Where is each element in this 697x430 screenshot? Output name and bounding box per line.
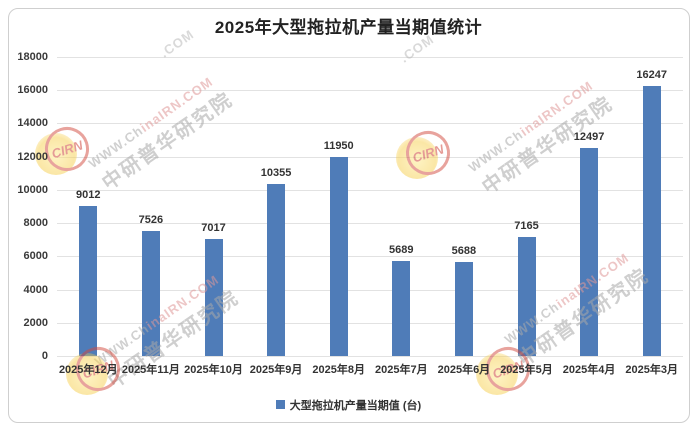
gridline [57,123,683,125]
bar-2025年4月 [580,148,599,356]
x-tick-label: 2025年11月 [121,364,180,376]
bar-2025年3月 [642,86,661,356]
bar-2025年10月 [204,239,223,356]
gridline [57,189,683,191]
y-tick-label: 0 [41,350,48,362]
gridline [57,90,683,92]
x-tick-label: 2025年5月 [500,364,553,376]
y-tick-label: 18000 [17,51,48,63]
bar-value-label: 7017 [201,222,226,235]
y-tick-label: 16000 [17,84,48,97]
bar-2025年7月 [392,261,411,356]
x-tick-label: 2025年12月 [58,364,118,376]
bar-value-label: 7526 [138,213,164,226]
y-tick-label: 8000 [23,217,48,230]
gridline [57,356,683,357]
x-tick-label: 2025年7月 [375,364,428,376]
bar-2025年6月 [454,261,473,356]
bar-value-label: 16247 [636,69,667,82]
bar-2025年11月 [141,230,160,356]
x-tick-label: 2025年6月 [437,364,491,376]
bar-value-label: 12497 [573,131,605,144]
gridline [57,256,683,258]
bar-2025年8月 [329,157,348,356]
legend-swatch-icon [275,400,285,409]
gridline [57,156,683,158]
chart-frame [8,8,690,423]
legend-label: 大型拖拉机产量当期值 (台) [289,399,422,412]
y-tick-label: 6000 [23,250,48,263]
bar-value-label: 11950 [323,140,354,153]
gridline [57,57,683,58]
bar-2025年9月 [267,183,286,356]
chart-title: 2025年大型拖拉机产量当期值统计 [214,18,483,37]
bar-value-label: 5689 [389,244,414,257]
y-tick-label: 10000 [17,183,48,196]
x-tick-label: 2025年4月 [562,364,616,376]
gridline [57,289,683,291]
gridline [57,223,683,225]
bar-value-label: 7165 [514,219,539,232]
x-tick-label: 2025年10月 [184,364,243,376]
y-tick-label: 4000 [23,283,48,296]
bar-2025年12月 [79,206,98,356]
gridline [57,322,683,324]
bar-value-label: 5688 [451,244,477,257]
bar-value-label: 10355 [260,166,292,179]
y-tick-label: 12000 [17,150,48,163]
x-tick-label: 2025年3月 [625,364,678,376]
y-tick-label: 2000 [23,316,48,329]
x-tick-label: 2025年8月 [312,364,365,376]
bar-value-label: 9012 [76,189,101,202]
y-tick-label: 14000 [17,117,48,130]
x-tick-label: 2025年9月 [249,364,303,376]
chart-legend: 大型拖拉机产量当期值 (台) [0,396,697,414]
plot-area: 9012 7526 7017 10355 11950 5689 5688 7165 12497 1… [57,57,683,357]
bar-2025年5月 [517,236,536,356]
